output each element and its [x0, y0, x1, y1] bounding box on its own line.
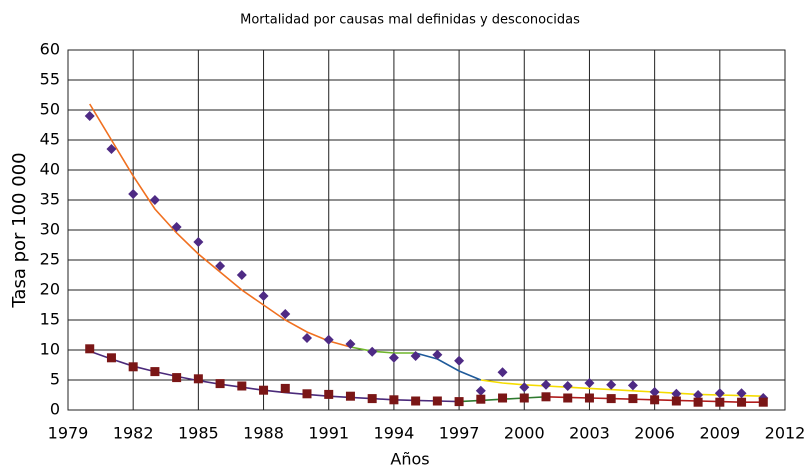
square-point: [128, 362, 138, 372]
square-point: [693, 397, 703, 407]
square-point: [106, 353, 116, 363]
trend-line: [415, 352, 482, 381]
square-point: [563, 393, 573, 403]
square-point: [411, 396, 421, 406]
trend-line: [89, 350, 460, 403]
square-point: [498, 393, 508, 403]
diamond-point: [171, 222, 182, 232]
square-point: [280, 383, 290, 393]
diamond-point: [519, 382, 530, 393]
diamond-point: [367, 346, 378, 357]
diamond-point: [606, 379, 617, 390]
y-tick-label: 25: [40, 250, 60, 269]
trend-line: [480, 379, 764, 397]
diamond-point: [562, 381, 573, 391]
diamond-point: [193, 237, 204, 247]
square-point: [454, 397, 464, 407]
y-tick-label: 0: [50, 400, 60, 419]
diamond-point: [454, 355, 465, 366]
diamond-point: [541, 379, 551, 390]
diamond-point: [671, 388, 682, 399]
square-point: [715, 397, 725, 407]
x-tick-label: 1979: [48, 424, 89, 443]
x-tick-label: 1994: [374, 424, 415, 443]
diamond-point: [280, 309, 291, 319]
square-point: [150, 367, 160, 377]
diamond-point: [149, 195, 160, 205]
square-point: [367, 394, 377, 404]
square-point: [737, 397, 747, 407]
diamond-point: [128, 189, 139, 199]
diamond-point: [106, 144, 117, 154]
x-tick-label: 2012: [765, 424, 806, 443]
y-tick-label: 40: [40, 160, 60, 179]
diamond-point: [323, 334, 334, 345]
diamond-point: [84, 111, 95, 121]
square-point: [172, 373, 182, 383]
y-tick-label: 5: [50, 370, 60, 389]
square-point: [758, 397, 768, 407]
y-tick-label: 50: [40, 100, 60, 119]
x-tick-label: 1982: [113, 424, 154, 443]
square-point: [519, 393, 529, 403]
diamond-point: [236, 270, 247, 280]
square-point: [324, 389, 334, 399]
square-point: [476, 394, 486, 404]
square-point: [389, 395, 399, 405]
square-point: [606, 394, 616, 404]
square-point: [541, 392, 551, 402]
square-point: [628, 394, 638, 404]
square-point: [85, 344, 95, 354]
x-tick-label: 1991: [308, 424, 349, 443]
y-axis-label: Tasa por 100 000: [9, 152, 30, 308]
square-point: [215, 379, 225, 389]
diamond-point: [475, 385, 486, 396]
square-point: [237, 381, 247, 391]
x-tick-label: 1988: [243, 424, 284, 443]
trend-line: [89, 103, 351, 348]
y-tick-label: 10: [40, 340, 60, 359]
y-tick-label: 15: [40, 310, 60, 329]
x-tick-label: 2003: [569, 424, 610, 443]
x-tick-label: 2006: [634, 424, 675, 443]
x-axis-label: Años: [390, 450, 429, 469]
square-point: [193, 374, 203, 384]
diamond-point: [388, 352, 399, 363]
diamond-point: [302, 333, 312, 343]
diamond-point: [736, 388, 747, 399]
x-tick-label: 2009: [699, 424, 740, 443]
y-tick-label: 30: [40, 220, 60, 239]
diamond-point: [258, 291, 269, 301]
y-tick-label: 55: [40, 70, 60, 89]
x-tick-label: 1985: [178, 424, 219, 443]
plot-border: [67, 49, 786, 411]
y-tick-label: 60: [40, 40, 60, 59]
square-point: [345, 391, 355, 401]
diamond-point: [345, 339, 356, 349]
diamond-point: [627, 380, 638, 391]
diamond-point: [584, 378, 595, 388]
diamond-point: [432, 349, 443, 360]
diamond-point: [215, 261, 226, 271]
diamond-point: [714, 388, 725, 399]
square-point: [671, 396, 681, 406]
square-point: [650, 395, 660, 405]
chart-title: Mortalidad por causas mal definidas y de…: [240, 13, 580, 28]
trend-line: [350, 346, 416, 354]
y-tick-label: 20: [40, 280, 60, 299]
diamond-point: [497, 367, 508, 378]
square-point: [432, 396, 442, 406]
y-tick-label: 45: [40, 130, 60, 149]
x-tick-label: 2000: [504, 424, 545, 443]
diamond-point: [649, 387, 660, 397]
diamond-point: [693, 390, 704, 400]
y-tick-label: 35: [40, 190, 60, 209]
diamond-point: [410, 351, 421, 361]
square-point: [259, 385, 269, 395]
square-point: [302, 389, 312, 399]
square-point: [584, 393, 594, 403]
x-tick-label: 1997: [439, 424, 480, 443]
